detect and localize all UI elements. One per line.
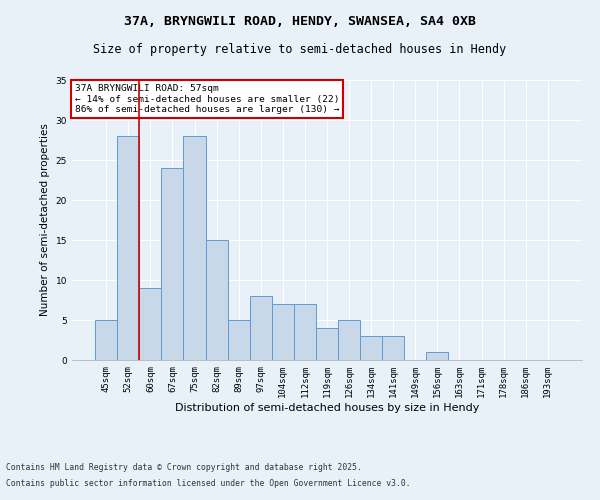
Bar bbox=[382, 336, 404, 360]
Bar bbox=[184, 136, 206, 360]
Text: Size of property relative to semi-detached houses in Hendy: Size of property relative to semi-detach… bbox=[94, 42, 506, 56]
Bar bbox=[117, 136, 139, 360]
Bar bbox=[272, 304, 294, 360]
Bar bbox=[139, 288, 161, 360]
Text: Contains public sector information licensed under the Open Government Licence v3: Contains public sector information licen… bbox=[6, 478, 410, 488]
Bar bbox=[227, 320, 250, 360]
Text: 37A BRYNGWILI ROAD: 57sqm
← 14% of semi-detached houses are smaller (22)
86% of : 37A BRYNGWILI ROAD: 57sqm ← 14% of semi-… bbox=[74, 84, 339, 114]
Bar bbox=[95, 320, 117, 360]
Bar bbox=[316, 328, 338, 360]
Text: 37A, BRYNGWILI ROAD, HENDY, SWANSEA, SA4 0XB: 37A, BRYNGWILI ROAD, HENDY, SWANSEA, SA4… bbox=[124, 15, 476, 28]
Bar bbox=[427, 352, 448, 360]
X-axis label: Distribution of semi-detached houses by size in Hendy: Distribution of semi-detached houses by … bbox=[175, 402, 479, 412]
Bar bbox=[250, 296, 272, 360]
Bar bbox=[161, 168, 184, 360]
Bar bbox=[206, 240, 227, 360]
Bar bbox=[294, 304, 316, 360]
Text: Contains HM Land Registry data © Crown copyright and database right 2025.: Contains HM Land Registry data © Crown c… bbox=[6, 464, 362, 472]
Y-axis label: Number of semi-detached properties: Number of semi-detached properties bbox=[40, 124, 50, 316]
Bar bbox=[338, 320, 360, 360]
Bar bbox=[360, 336, 382, 360]
